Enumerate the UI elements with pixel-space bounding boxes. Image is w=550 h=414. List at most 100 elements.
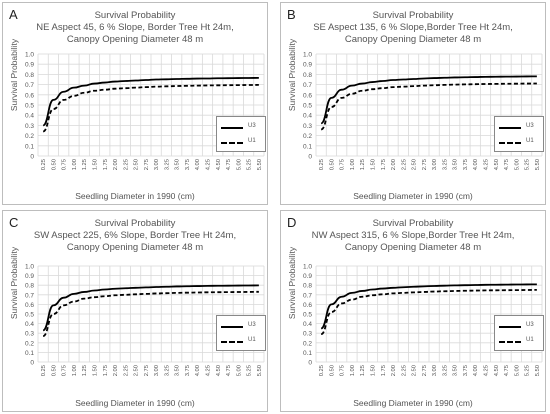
- chart-title: Survival Probability: [94, 218, 176, 229]
- x-tick-label: 2.50: [134, 365, 140, 376]
- x-tick-label: 5.00: [514, 365, 520, 376]
- y-tick-label: 0.9: [25, 273, 34, 280]
- x-tick-label: 5.50: [535, 365, 541, 376]
- chart-subtitle-line-2: Canopy Opening Diameter 48 m: [66, 34, 204, 45]
- y-tick-label: 0.8: [25, 72, 34, 79]
- x-tick-label: 3.50: [453, 365, 459, 376]
- y-tick-label: 0.5: [303, 312, 312, 319]
- legend-label: U3: [526, 322, 534, 328]
- legend-swatch-solid: [221, 326, 243, 328]
- y-tick-label: 0.9: [303, 62, 312, 69]
- x-tick-label: 3.25: [442, 159, 448, 170]
- x-tick-label: 3.00: [154, 159, 160, 170]
- chart-title-block: Survival Probability NW Aspect 315, 6 % …: [281, 218, 545, 254]
- y-tick-label: 0.1: [25, 143, 34, 150]
- x-tick-label: 2.75: [144, 159, 150, 170]
- y-tick-label: 1.0: [25, 52, 34, 59]
- x-tick-label: 2.50: [412, 365, 418, 376]
- x-tick-label: 1.00: [72, 365, 78, 376]
- chart-title-block: Survival Probability SW Aspect 225, 6% S…: [3, 218, 267, 254]
- x-tick-label: 4.50: [216, 159, 222, 170]
- y-tick-label: 0.4: [25, 321, 34, 328]
- y-tick-label: 0: [308, 360, 312, 367]
- legend-swatch-dashed: [221, 341, 243, 343]
- x-tick-label: 1.75: [103, 365, 109, 376]
- x-tick-label: 2.50: [134, 159, 140, 170]
- x-tick-label: 3.75: [185, 365, 191, 376]
- x-tick-label: 2.50: [412, 159, 418, 170]
- legend-item-u3: U3: [221, 322, 265, 332]
- y-tick-label: 0.6: [303, 302, 312, 309]
- y-tick-label: 1.0: [303, 52, 312, 59]
- x-tick-label: 0.25: [319, 365, 325, 376]
- x-tick-label: 1.25: [82, 365, 88, 376]
- legend-label: U1: [526, 138, 534, 144]
- y-tick-label: 0: [30, 154, 34, 161]
- y-tick-label: 0.7: [303, 292, 312, 299]
- x-tick-label: 5.50: [257, 365, 263, 376]
- y-tick-label: 0.8: [303, 72, 312, 79]
- x-tick-label: 4.25: [206, 159, 212, 170]
- y-tick-label: 0.4: [303, 113, 312, 120]
- x-tick-label: 0.25: [41, 365, 47, 376]
- y-tick-label: 0.8: [25, 283, 34, 290]
- y-tick-label: 0.7: [25, 292, 34, 299]
- chart-title: Survival Probability: [372, 218, 454, 229]
- y-tick-label: 0.7: [303, 82, 312, 89]
- y-tick-label: 0.2: [303, 133, 312, 140]
- x-tick-label: 3.25: [164, 365, 170, 376]
- x-tick-label: 2.00: [391, 365, 397, 376]
- x-tick-label: 1.75: [381, 365, 387, 376]
- x-tick-label: 1.75: [381, 159, 387, 170]
- y-tick-label: 0.2: [303, 340, 312, 347]
- x-tick-label: 3.50: [175, 365, 181, 376]
- chart-subtitle-line-2: Canopy Opening Diameter 48 m: [344, 242, 482, 253]
- x-tick-label: 2.25: [123, 365, 129, 376]
- x-tick-label: 1.00: [72, 159, 78, 170]
- x-tick-label: 0.25: [41, 159, 47, 170]
- x-tick-label: 2.00: [113, 159, 119, 170]
- chart-subtitle-line-2: Canopy Opening Diameter 48 m: [66, 242, 204, 253]
- y-tick-label: 1.0: [25, 264, 34, 271]
- panel-letter: A: [9, 7, 18, 22]
- legend-swatch-solid: [221, 127, 243, 129]
- x-tick-label: 4.75: [226, 159, 232, 170]
- x-tick-label: 2.25: [401, 159, 407, 170]
- x-tick-label: 4.25: [484, 159, 490, 170]
- legend-item-u1: U1: [499, 337, 543, 347]
- y-tick-label: 0.7: [25, 82, 34, 89]
- y-tick-label: 0.5: [303, 103, 312, 110]
- x-tick-label: 3.25: [164, 159, 170, 170]
- legend-item-u1: U1: [499, 138, 543, 148]
- x-tick-label: 1.50: [93, 159, 99, 170]
- legend-item-u1: U1: [221, 337, 265, 347]
- x-tick-label: 5.50: [535, 159, 541, 170]
- y-tick-label: 0.5: [25, 103, 34, 110]
- x-tick-label: 4.75: [226, 365, 232, 376]
- x-tick-label: 4.50: [216, 365, 222, 376]
- y-tick-label: 0.3: [303, 331, 312, 338]
- x-axis-label: Seedling Diameter in 1990 (cm): [353, 191, 473, 201]
- x-tick-label: 3.75: [185, 159, 191, 170]
- x-tick-label: 1.00: [350, 159, 356, 170]
- x-tick-label: 5.25: [247, 365, 253, 376]
- chart-plot: 0 0.1 0.2 0.3 0.4 0.5 0.6 0.7 0.8 0.9 1.0 0.25 0.50 0…: [25, 264, 265, 376]
- x-tick-label: 3.50: [175, 159, 181, 170]
- x-tick-label: 1.50: [93, 365, 99, 376]
- x-tick-label: 4.00: [195, 159, 201, 170]
- chart-plot: 0 0.1 0.2 0.3 0.4 0.5 0.6 0.7 0.8 0.9 1.0 0.25 0.50 0…: [303, 264, 543, 376]
- x-tick-label: 3.75: [463, 365, 469, 376]
- x-tick-label: 1.25: [360, 365, 366, 376]
- legend-item-u3: U3: [221, 123, 265, 133]
- y-tick-label: 0.1: [303, 350, 312, 357]
- series-line-u3: [42, 284, 259, 332]
- legend-item-u1: U1: [221, 138, 265, 148]
- y-tick-label: 0: [308, 154, 312, 161]
- x-tick-label: 0.50: [51, 365, 57, 376]
- x-tick-label: 2.00: [113, 365, 119, 376]
- series-line-u1: [42, 290, 259, 337]
- x-tick-label: 3.50: [453, 159, 459, 170]
- chart-panel-d: D Survival Probability NW Aspect 315, 6 …: [280, 210, 546, 412]
- chart-legend: U3 U1: [494, 315, 544, 351]
- panel-letter: C: [9, 215, 19, 230]
